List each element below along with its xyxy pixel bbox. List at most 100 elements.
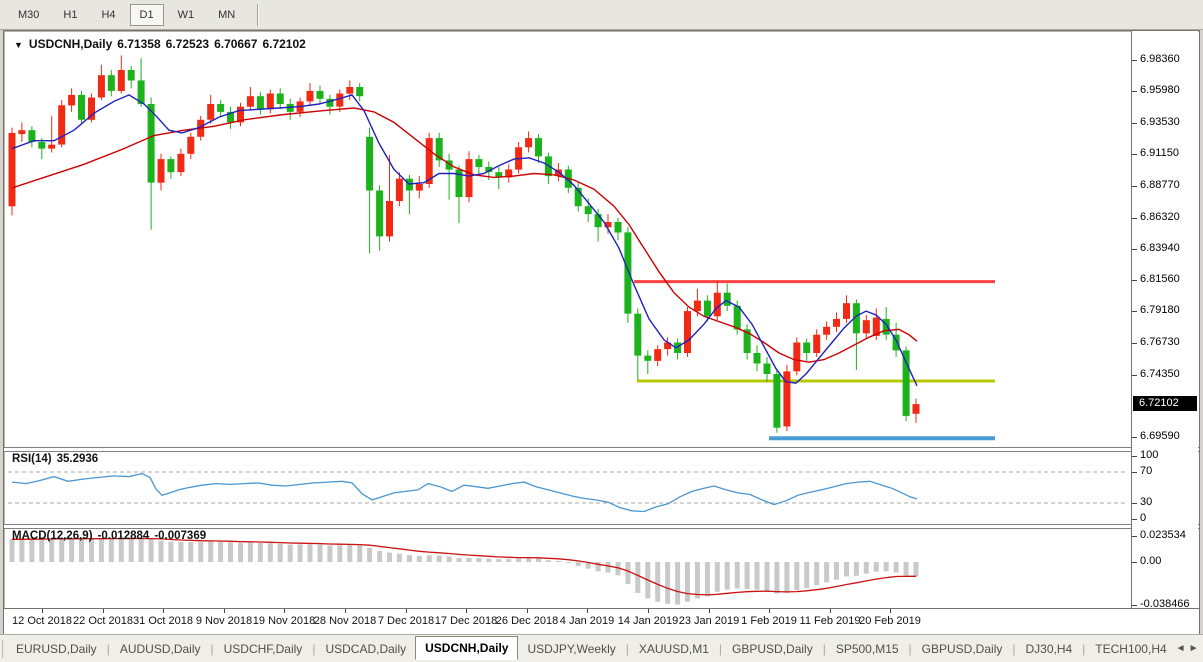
macd-histogram-bar xyxy=(744,562,750,590)
timeframe-button-d1[interactable]: D1 xyxy=(129,3,164,26)
macd-histogram-bar xyxy=(108,538,114,562)
ohlc-high: 6.72523 xyxy=(165,37,210,51)
symbol-tab-usdcnh-daily[interactable]: USDCNH,Daily xyxy=(415,635,519,660)
candle-body-bull xyxy=(684,311,691,353)
macd-histogram-bar xyxy=(59,538,65,562)
candle-body-bull xyxy=(177,153,185,173)
symbol-tab-dj30-h4[interactable]: DJ30,H4 xyxy=(1025,641,1073,656)
macd-histogram-bar xyxy=(545,560,551,562)
macd-histogram-bar xyxy=(565,562,571,564)
symbol-tab-usdjpy-weekly[interactable]: USDJPY,Weekly xyxy=(527,641,616,656)
macd-histogram-bar xyxy=(635,562,641,593)
candle-body-bear xyxy=(485,166,493,173)
candle-body-bear xyxy=(28,130,36,142)
macd-histogram-bar xyxy=(675,562,681,605)
chart-title: ▼ USDCNH,Daily 6.71358 6.72523 6.70667 6.7210… xyxy=(14,37,306,51)
symbol-tab-audusd-daily[interactable]: AUDUSD,Daily xyxy=(119,641,201,656)
tab-scroll-right-icon[interactable]: ► xyxy=(1188,643,1202,654)
price-tick-label-tick xyxy=(1132,60,1137,61)
symbol-tabbar: EURUSD,Daily | AUDUSD,Daily | USDCHF,Daily | U… xyxy=(0,634,1203,662)
timeframe-button-h4[interactable]: H4 xyxy=(101,8,116,21)
timeframe-button-w1[interactable]: W1 xyxy=(177,8,195,21)
macd-histogram-bar xyxy=(476,558,482,562)
symbol-tab-sp500-m15[interactable]: SP500,M15 xyxy=(835,641,899,656)
symbol-tab-tech100-h4[interactable]: TECH100,H4 xyxy=(1095,641,1167,656)
tab-scroll-left-icon[interactable]: ◄ xyxy=(1175,643,1189,654)
macd-panel-canvas[interactable] xyxy=(4,527,1131,608)
timeframe-button-mn[interactable]: MN xyxy=(218,8,236,21)
rsi-current-value: 35.2936 xyxy=(56,453,99,465)
date-label: 26 Dec 2018 xyxy=(495,615,559,627)
panel-splitter-macd[interactable] xyxy=(4,524,1199,529)
candle-body-bear xyxy=(445,160,453,170)
timeframe-button-h1[interactable]: H1 xyxy=(63,8,78,21)
timeframe-button-m30[interactable]: M30 xyxy=(18,8,40,21)
time-axis[interactable]: 12 Oct 2018 22 Oct 2018 31 Oct 2018 9 Nov 2… xyxy=(4,608,1199,634)
macd-histogram-bar xyxy=(287,544,293,562)
macd-histogram-bar xyxy=(764,562,770,591)
macd-histogram-bar xyxy=(913,562,919,577)
macd-histogram-bar xyxy=(367,547,373,562)
macd-histogram-bar xyxy=(327,545,333,562)
candle-body-bull xyxy=(833,318,840,327)
symbol-tab-gbpusd-daily[interactable]: GBPUSD,Daily xyxy=(732,641,813,656)
candle-body-bull xyxy=(872,317,880,336)
candle-body-bull xyxy=(604,222,612,228)
macd-histogram-bar xyxy=(486,558,492,562)
candle-body-bear xyxy=(634,313,642,356)
macd-histogram-bar xyxy=(79,538,84,562)
macd-histogram-bar xyxy=(9,539,15,562)
candle-body-bull xyxy=(525,138,533,148)
price-tick-label: 6.98360 xyxy=(1140,53,1180,65)
symbol-tab-xauusd-m1[interactable]: XAUUSD,M1 xyxy=(638,641,709,656)
price-tick-label-tick xyxy=(1132,218,1137,219)
ohlc-close: 6.72102 xyxy=(262,37,306,51)
candle-body-bull xyxy=(713,292,721,317)
macd-histogram-bar xyxy=(595,562,601,572)
tab-separator: | xyxy=(718,641,723,656)
panel-splitter-rsi[interactable] xyxy=(4,447,1199,452)
rsi-name: RSI(14) xyxy=(12,453,52,465)
candle-body-bear xyxy=(326,98,334,107)
symbol-tab-usdchf-daily[interactable]: USDCHF,Daily xyxy=(223,641,303,656)
timeframe-buttons: M30 H1 H4 D1 W1 MN xyxy=(8,3,249,26)
macd-histogram-bar xyxy=(804,562,810,588)
price-axis[interactable]: 6.98360 6.95980 6.93530 6.91150 6.88770 6.863… xyxy=(1131,31,1198,635)
macd-histogram-bar xyxy=(794,562,800,591)
macd-histogram-bar xyxy=(585,562,591,569)
macd-histogram-bar xyxy=(536,558,541,562)
symbol-tab-usdcad-daily[interactable]: USDCAD,Daily xyxy=(325,641,407,656)
candle-body-bear xyxy=(594,214,602,228)
macd-histogram-bar xyxy=(575,562,581,566)
price-tick-label-tick xyxy=(1132,91,1137,92)
price-tick-label: 6.81560 xyxy=(1140,273,1180,285)
date-label: 28 Nov 2018 xyxy=(313,615,377,627)
rsi-panel-canvas[interactable] xyxy=(4,450,1131,524)
macd-histogram-bar xyxy=(615,562,621,576)
date-label: 14 Jan 2019 xyxy=(617,615,679,627)
rsi-tick-label: 100 xyxy=(1140,449,1159,461)
date-tick xyxy=(830,609,831,613)
candle-body-bear xyxy=(256,96,264,110)
candle-body-bear xyxy=(644,355,652,361)
macd-histogram-bar xyxy=(416,555,422,562)
candle-body-bull xyxy=(843,303,850,319)
macd-histogram-bar xyxy=(694,562,700,599)
date-tick xyxy=(466,609,467,613)
price-tick-label-tick xyxy=(1132,311,1137,312)
price-tick-label: 6.76730 xyxy=(1140,336,1180,348)
macd-histogram-bar xyxy=(337,545,343,562)
macd-histogram-bar xyxy=(396,553,402,562)
macd-histogram-bar xyxy=(655,562,661,602)
date-label: 23 Jan 2019 xyxy=(678,615,740,627)
symbol-tab-gbpusd-daily[interactable]: GBPUSD,Daily xyxy=(921,641,1003,656)
macd-histogram-bar xyxy=(903,562,909,576)
candle-body-bear xyxy=(882,318,890,335)
line xyxy=(12,537,916,596)
date-tick xyxy=(587,609,588,613)
rsi-indicator-label: RSI(14) 35.2936 xyxy=(12,453,98,465)
symbol-tab-eurusd-daily[interactable]: EURUSD,Daily xyxy=(16,641,97,656)
price-chart-canvas[interactable] xyxy=(4,31,1131,447)
chart-menu-dropdown-icon[interactable]: ▼ xyxy=(14,40,23,50)
candle-body-bear xyxy=(614,222,622,233)
